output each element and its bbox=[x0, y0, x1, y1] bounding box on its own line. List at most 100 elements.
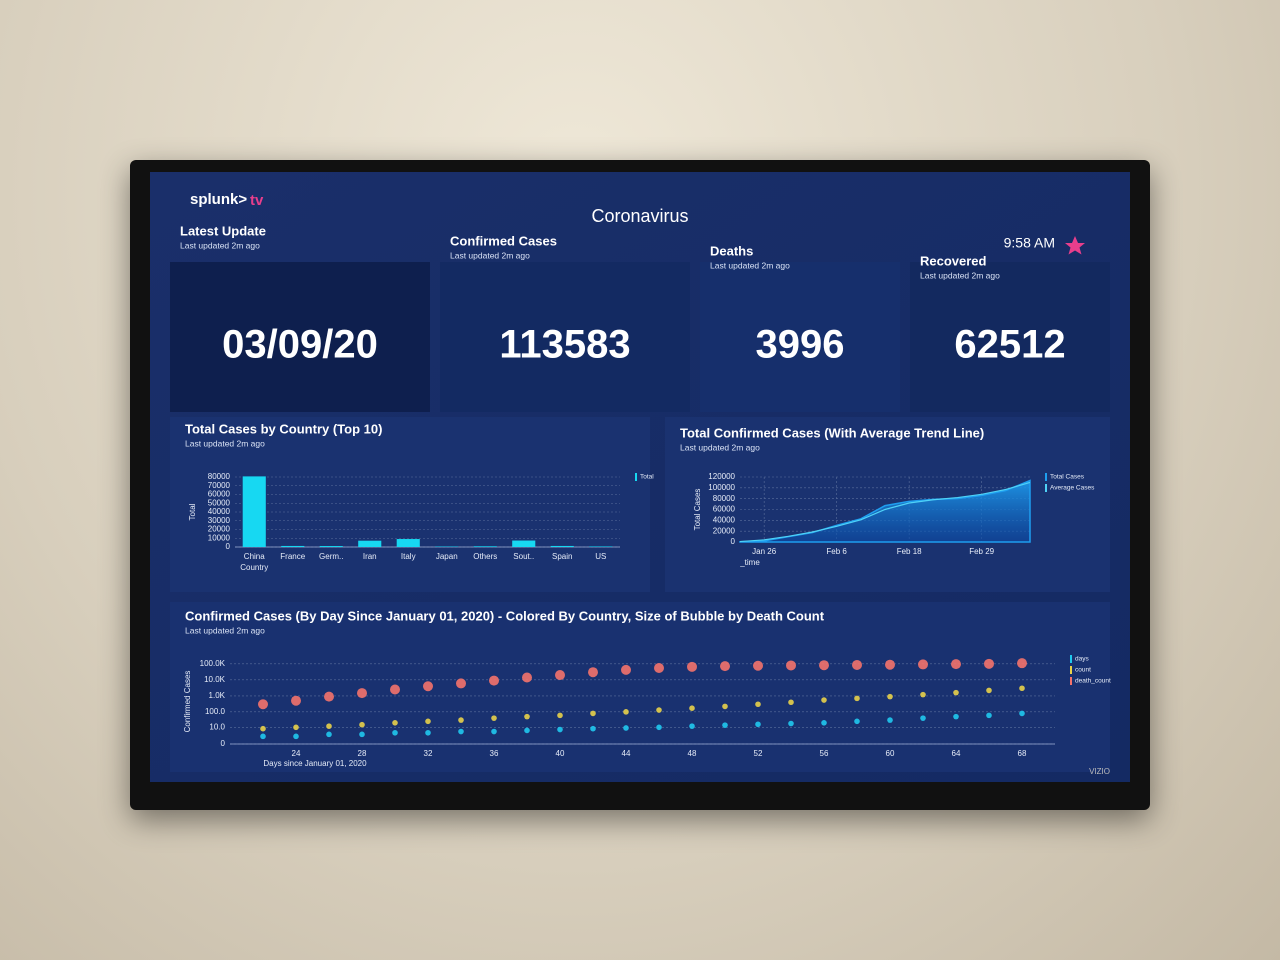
y-tick-label: 10.0K bbox=[204, 675, 226, 684]
bubble bbox=[557, 712, 563, 719]
bubble bbox=[852, 659, 862, 670]
bubble bbox=[293, 724, 299, 731]
x-tick-label: France bbox=[280, 552, 305, 561]
bubble bbox=[458, 728, 464, 735]
y-tick-label: 120000 bbox=[708, 472, 735, 481]
panel-value: 3996 bbox=[756, 323, 845, 367]
bubble bbox=[986, 712, 992, 719]
chart-title: Total Cases by Country (Top 10) bbox=[185, 421, 382, 436]
panel-title: Latest Update bbox=[180, 223, 266, 238]
bubble bbox=[458, 717, 464, 723]
x-tick-label: 44 bbox=[622, 749, 631, 758]
bar bbox=[473, 546, 497, 547]
panel-subtitle: Last updated 2m ago bbox=[710, 260, 790, 270]
bubble bbox=[524, 713, 530, 720]
bubble bbox=[920, 715, 926, 721]
legend-swatch bbox=[1045, 484, 1047, 492]
panel-title: Recovered bbox=[920, 253, 987, 268]
x-tick-label: 28 bbox=[358, 749, 367, 758]
bubble bbox=[687, 661, 697, 672]
bubble bbox=[654, 662, 664, 673]
y-tick-label: 70000 bbox=[208, 481, 231, 490]
bubble bbox=[291, 695, 301, 706]
bubble bbox=[788, 699, 794, 706]
bubble bbox=[359, 731, 365, 738]
logo-suffix: tv bbox=[250, 192, 264, 209]
panel-value: 03/09/20 bbox=[222, 323, 378, 367]
x-tick-label: Sout.. bbox=[513, 552, 534, 561]
y-tick-label: 0 bbox=[221, 739, 226, 748]
bar bbox=[358, 540, 382, 547]
y-axis-label: Confirmed Cases bbox=[183, 671, 192, 733]
x-tick-label: 64 bbox=[952, 749, 961, 758]
y-axis-label: Total Cases bbox=[693, 489, 702, 531]
bubble bbox=[788, 720, 794, 727]
bubble bbox=[491, 715, 497, 721]
bubble bbox=[524, 727, 530, 734]
panel-bg bbox=[170, 262, 430, 412]
bubble bbox=[722, 703, 728, 710]
x-tick-label: Italy bbox=[401, 552, 416, 561]
logo: splunk> bbox=[190, 191, 247, 208]
bubble bbox=[854, 718, 860, 725]
x-tick-label: Others bbox=[473, 552, 497, 561]
dashboard-title: Coronavirus bbox=[591, 206, 688, 226]
trend-line bbox=[739, 481, 1031, 543]
bubble bbox=[722, 722, 728, 728]
y-tick-label: 60000 bbox=[713, 505, 736, 514]
bubble bbox=[786, 660, 796, 671]
x-tick-label: 40 bbox=[556, 749, 565, 758]
legend-swatch bbox=[635, 473, 637, 481]
bar bbox=[242, 476, 266, 547]
bubble bbox=[887, 693, 893, 700]
bubble bbox=[555, 670, 565, 681]
x-tick-label: 60 bbox=[886, 749, 895, 758]
bubble bbox=[491, 728, 497, 735]
bubble bbox=[557, 726, 563, 733]
bubble bbox=[390, 684, 400, 695]
y-tick-label: 20000 bbox=[208, 525, 231, 534]
y-tick-label: 0 bbox=[731, 537, 736, 546]
bubble bbox=[887, 717, 893, 723]
y-tick-label: 100000 bbox=[708, 483, 735, 492]
x-tick-label: 68 bbox=[1018, 749, 1027, 758]
y-tick-label: 40000 bbox=[208, 507, 231, 516]
bubble bbox=[753, 660, 763, 671]
x-tick-label: 36 bbox=[490, 749, 499, 758]
y-tick-label: 10.0 bbox=[209, 722, 225, 731]
favorite-icon[interactable] bbox=[1065, 236, 1085, 255]
bubble bbox=[953, 689, 959, 696]
bubble bbox=[326, 731, 332, 738]
y-tick-label: 80000 bbox=[713, 494, 736, 503]
bar bbox=[319, 546, 343, 547]
tv-bezel: splunk> tv Coronavirus 9:58 AM VIZIO Lat… bbox=[130, 160, 1150, 810]
x-tick-label: US bbox=[595, 552, 606, 561]
bubble bbox=[656, 724, 662, 731]
legend-label: Total bbox=[640, 474, 654, 481]
y-tick-label: 100.0K bbox=[200, 659, 226, 668]
bubble bbox=[590, 725, 596, 732]
bubble bbox=[1019, 685, 1025, 692]
bubble bbox=[821, 697, 827, 703]
bubble bbox=[260, 733, 266, 740]
y-tick-label: 0 bbox=[226, 542, 231, 551]
panel-bg bbox=[440, 262, 690, 412]
bubble bbox=[885, 659, 895, 670]
bubble bbox=[293, 733, 299, 740]
bubble bbox=[854, 695, 860, 702]
bubble bbox=[984, 658, 994, 669]
legend-swatch bbox=[1070, 666, 1072, 674]
tv-brand: VIZIO bbox=[1089, 767, 1110, 776]
y-tick-label: 100.0 bbox=[205, 707, 226, 716]
x-tick-label: Germ.. bbox=[319, 552, 343, 561]
y-tick-label: 30000 bbox=[208, 516, 231, 525]
bubble bbox=[260, 725, 266, 732]
legend-label: Total Cases bbox=[1050, 474, 1085, 481]
bubble bbox=[755, 721, 761, 728]
x-tick-label: Japan bbox=[436, 552, 458, 561]
y-tick-label: 1.0K bbox=[209, 691, 226, 700]
chart-title: Confirmed Cases (By Day Since January 01… bbox=[185, 608, 825, 623]
clock: 9:58 AM bbox=[1004, 235, 1055, 251]
x-tick-label: 24 bbox=[292, 749, 301, 758]
legend-swatch bbox=[1045, 473, 1047, 481]
